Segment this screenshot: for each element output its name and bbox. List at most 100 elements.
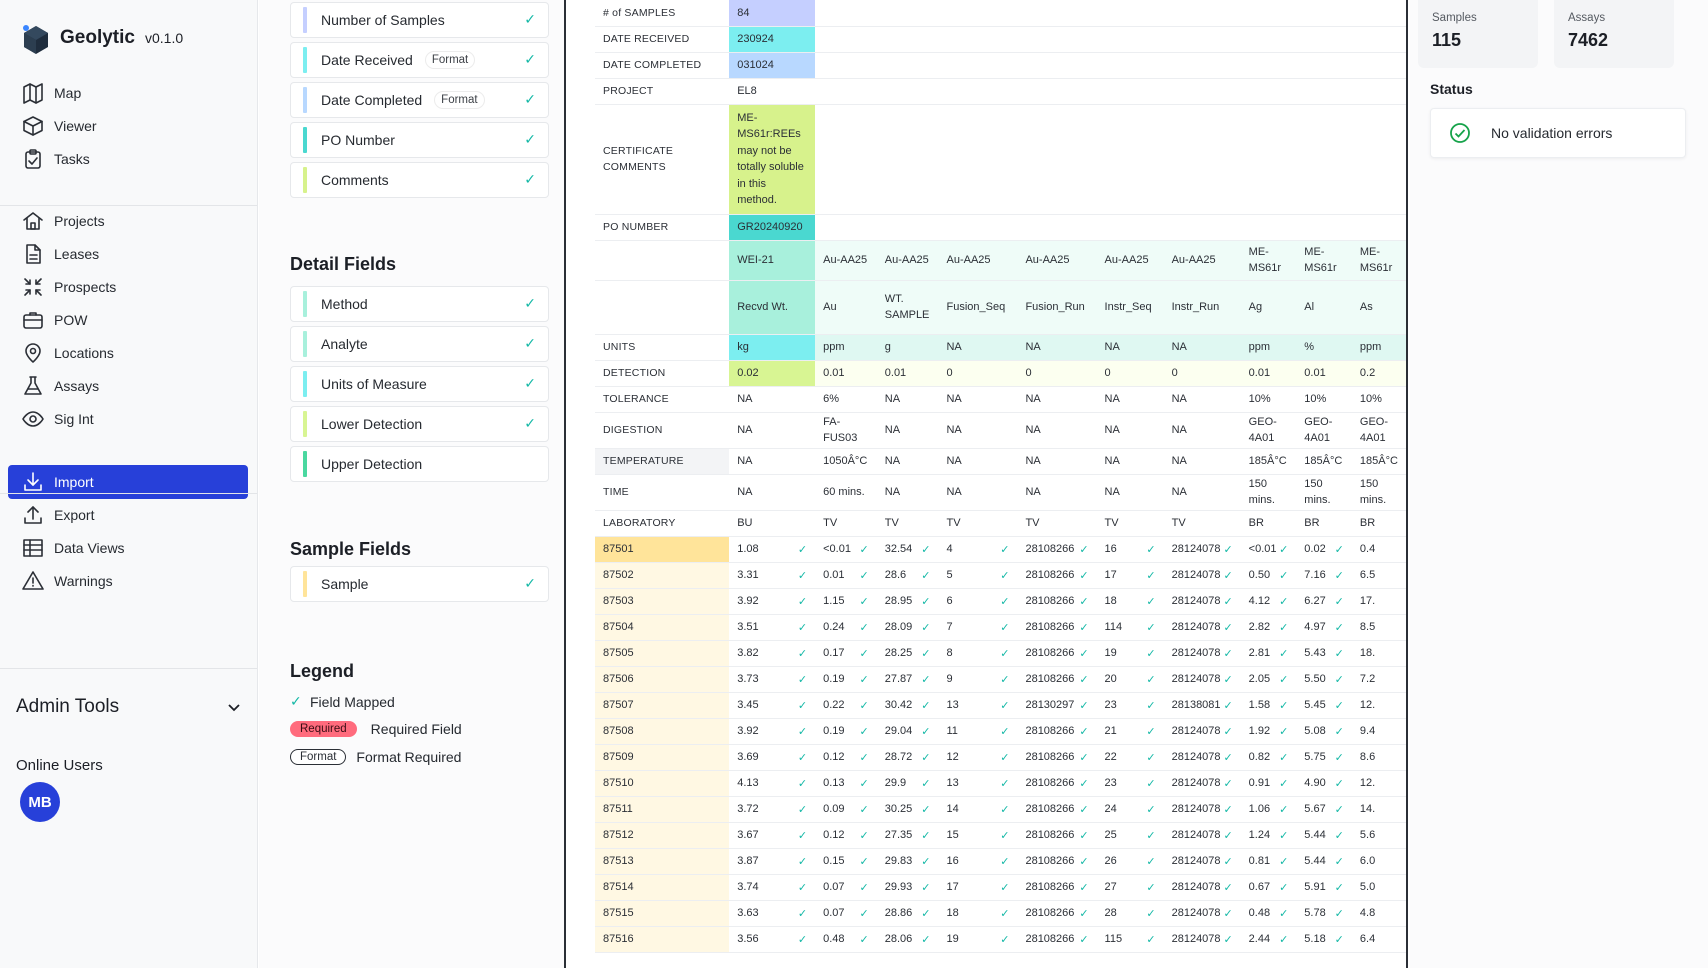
sample-value-cell[interactable]: 3.74 ✓ <box>729 874 816 901</box>
sample-value-cell[interactable]: 9.4 <box>1351 718 1406 745</box>
sample-value-cell[interactable]: 28108266 ✓ <box>1017 744 1097 771</box>
sample-value-cell[interactable]: 21 ✓ <box>1096 718 1164 745</box>
field-upper-detection[interactable]: Upper Detection <box>290 446 549 482</box>
sample-value-cell[interactable]: 19 ✓ <box>938 926 1018 953</box>
param-cell[interactable]: kg <box>729 334 816 361</box>
sample-value-cell[interactable]: 28108266 ✓ <box>1017 848 1097 875</box>
param-cell[interactable]: GEO-4A01 <box>1296 412 1352 449</box>
sample-value-cell[interactable]: 28124078 ✓ <box>1163 770 1241 797</box>
sample-value-cell[interactable]: 12. <box>1351 770 1406 797</box>
sample-value-cell[interactable]: 5.67 ✓ <box>1296 796 1352 823</box>
sidebar-item-export[interactable]: Export <box>8 498 248 532</box>
sample-value-cell[interactable]: 5.0 <box>1351 874 1406 901</box>
sample-value-cell[interactable]: 5.45 ✓ <box>1296 692 1352 719</box>
method-cell[interactable]: ME-MS61r <box>1351 240 1406 281</box>
sample-value-cell[interactable]: 28124078 ✓ <box>1163 536 1241 563</box>
param-cell[interactable]: TV <box>815 510 877 537</box>
param-cell[interactable]: 150 mins. <box>1240 474 1297 511</box>
param-cell[interactable]: NA <box>876 474 939 511</box>
sample-value-cell[interactable]: 28108266 ✓ <box>1017 536 1097 563</box>
sample-row[interactable]: 87507 3.45 ✓ 0.22 ✓ 30.42 ✓ 13 ✓ 28130297 ✓ 23 ✓ 2813… <box>595 692 1406 719</box>
sample-value-cell[interactable]: 3.82 ✓ <box>729 640 816 667</box>
method-cell[interactable]: Au-AA25 <box>1017 240 1097 281</box>
param-cell[interactable]: NA <box>938 412 1018 449</box>
sample-value-cell[interactable]: 28 ✓ <box>1096 900 1164 927</box>
sample-row[interactable]: 87511 3.72 ✓ 0.09 ✓ 30.25 ✓ 14 ✓ 28108266 ✓ 24 ✓ 2812… <box>595 796 1406 823</box>
sample-value-cell[interactable]: 0.02 ✓ <box>1296 536 1352 563</box>
param-cell[interactable]: TV <box>1163 510 1241 537</box>
sample-value-cell[interactable]: 1.92 ✓ <box>1240 718 1297 745</box>
param-cell[interactable]: NA <box>729 386 816 413</box>
field-comments[interactable]: Comments ✓ <box>290 162 549 198</box>
sample-value-cell[interactable]: 0.24 ✓ <box>815 614 877 641</box>
sample-value-cell[interactable]: 6.5 <box>1351 562 1406 589</box>
sample-value-cell[interactable]: 5.18 ✓ <box>1296 926 1352 953</box>
sample-value-cell[interactable]: 8.5 <box>1351 614 1406 641</box>
sample-value-cell[interactable]: 28108266 ✓ <box>1017 926 1097 953</box>
analyte-cell[interactable]: Au <box>815 280 877 335</box>
param-cell[interactable]: NA <box>1017 448 1097 475</box>
sample-value-cell[interactable]: 0.17 ✓ <box>815 640 877 667</box>
param-cell[interactable]: 0.02 <box>729 360 816 387</box>
param-cell[interactable]: 185Â°C <box>1296 448 1352 475</box>
param-cell[interactable]: 10% <box>1240 386 1297 413</box>
sample-value-cell[interactable]: 5.44 ✓ <box>1296 848 1352 875</box>
param-cell[interactable]: FA-FUS03 <box>815 412 877 449</box>
sample-id-cell[interactable]: 87502 <box>595 562 730 589</box>
sample-value-cell[interactable]: 28124078 ✓ <box>1163 614 1241 641</box>
admin-tools-toggle[interactable]: Admin Tools <box>16 696 242 718</box>
param-cell[interactable]: TV <box>1017 510 1097 537</box>
analyte-cell[interactable]: As <box>1351 280 1406 335</box>
sample-value-cell[interactable]: 0.12 ✓ <box>815 822 877 849</box>
analyte-cell[interactable]: Instr_Run <box>1163 280 1241 335</box>
sample-value-cell[interactable]: 3.45 ✓ <box>729 692 816 719</box>
param-cell[interactable]: NA <box>1163 334 1241 361</box>
param-cell[interactable]: NA <box>729 474 816 511</box>
sample-value-cell[interactable]: 7 ✓ <box>938 614 1018 641</box>
format-badge[interactable]: Format <box>434 91 485 109</box>
sidebar-item-projects[interactable]: Projects <box>8 204 248 238</box>
sample-value-cell[interactable]: 3.67 ✓ <box>729 822 816 849</box>
sidebar-item-leases[interactable]: Leases <box>8 237 248 271</box>
sample-value-cell[interactable]: 24 ✓ <box>1096 796 1164 823</box>
sample-value-cell[interactable]: 1.24 ✓ <box>1240 822 1297 849</box>
sample-value-cell[interactable]: 0.22 ✓ <box>815 692 877 719</box>
field-date-received[interactable]: Date Received Format ✓ <box>290 42 549 78</box>
sample-value-cell[interactable]: 1.58 ✓ <box>1240 692 1297 719</box>
sample-value-cell[interactable]: 14. <box>1351 796 1406 823</box>
sidebar-item-assays[interactable]: Assays <box>8 369 248 403</box>
sample-value-cell[interactable]: 0.67 ✓ <box>1240 874 1297 901</box>
sample-value-cell[interactable]: 7.16 ✓ <box>1296 562 1352 589</box>
sample-value-cell[interactable]: 20 ✓ <box>1096 666 1164 693</box>
sample-value-cell[interactable]: 2.81 ✓ <box>1240 640 1297 667</box>
param-cell[interactable]: 60 mins. <box>815 474 877 511</box>
param-cell[interactable]: NA <box>1017 412 1097 449</box>
sample-id-cell[interactable]: 87504 <box>595 614 730 641</box>
sample-value-cell[interactable]: 0.50 ✓ <box>1240 562 1297 589</box>
sample-value-cell[interactable]: 28124078 ✓ <box>1163 926 1241 953</box>
method-cell[interactable]: Au-AA25 <box>1163 240 1241 281</box>
sample-value-cell[interactable]: 0.09 ✓ <box>815 796 877 823</box>
header-row-value[interactable]: 84 <box>729 0 816 27</box>
sample-id-cell[interactable]: 87506 <box>595 666 730 693</box>
sample-value-cell[interactable]: 0.19 ✓ <box>815 718 877 745</box>
sidebar-item-warnings[interactable]: Warnings <box>8 564 248 598</box>
sample-value-cell[interactable]: 1.15 ✓ <box>815 588 877 615</box>
sample-value-cell[interactable]: 28108266 ✓ <box>1017 874 1097 901</box>
sample-value-cell[interactable]: 0.07 ✓ <box>815 874 877 901</box>
field-lower-detection[interactable]: Lower Detection ✓ <box>290 406 549 442</box>
sample-value-cell[interactable]: 26 ✓ <box>1096 848 1164 875</box>
sample-value-cell[interactable]: 0.4 <box>1351 536 1406 563</box>
sample-value-cell[interactable]: 27.87 ✓ <box>876 666 939 693</box>
sample-value-cell[interactable]: 4.12 ✓ <box>1240 588 1297 615</box>
param-cell[interactable]: NA <box>938 474 1018 511</box>
sample-value-cell[interactable]: 17. <box>1351 588 1406 615</box>
param-cell[interactable]: TV <box>876 510 939 537</box>
sample-id-cell[interactable]: 87509 <box>595 744 730 771</box>
sample-value-cell[interactable]: 13 ✓ <box>938 692 1018 719</box>
sample-row[interactable]: 87501 1.08 ✓ <0.01 ✓ 32.54 ✓ 4 ✓ 28108266 ✓ 16 ✓ 2812… <box>595 536 1406 563</box>
sample-value-cell[interactable]: 18 ✓ <box>938 900 1018 927</box>
sample-row[interactable]: 87506 3.73 ✓ 0.19 ✓ 27.87 ✓ 9 ✓ 28108266 ✓ 20 ✓ 28124… <box>595 666 1406 693</box>
analyte-cell[interactable]: Fusion_Seq <box>938 280 1018 335</box>
sample-value-cell[interactable]: 28124078 ✓ <box>1163 848 1241 875</box>
